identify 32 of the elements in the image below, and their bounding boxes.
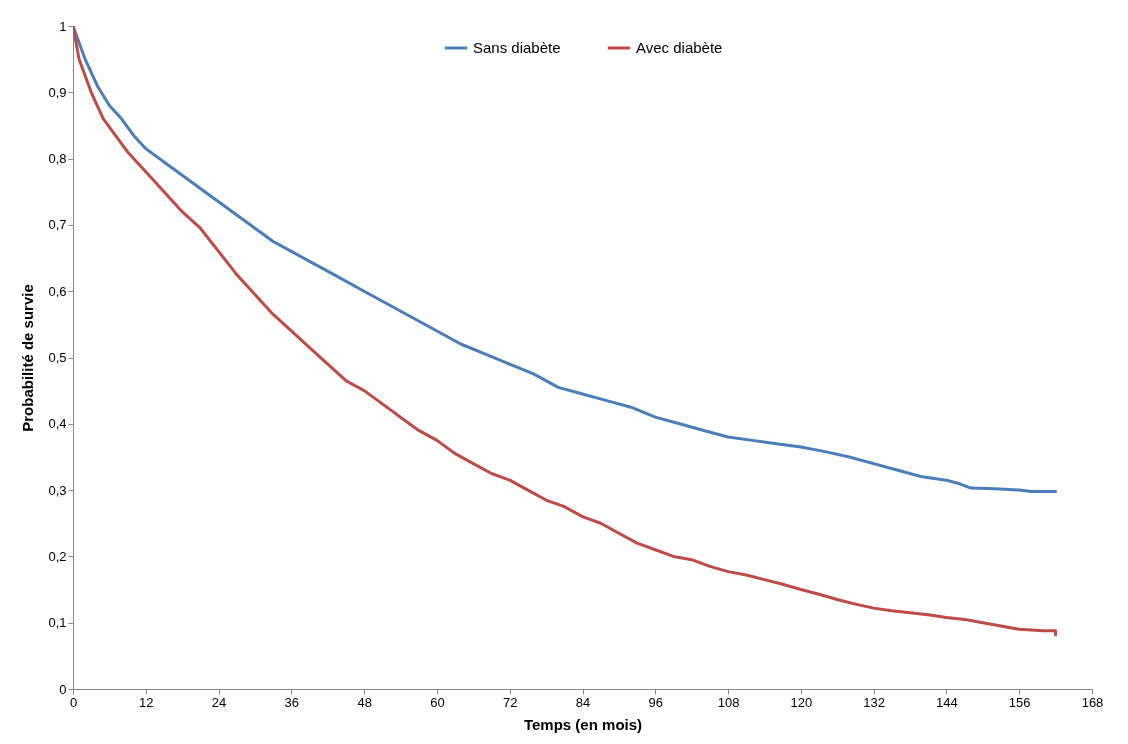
legend-label: Avec diabète: [636, 39, 723, 56]
x-tick-label: 60: [430, 694, 445, 710]
x-tick-label: 144: [936, 694, 958, 710]
y-tick-label: 0,3: [48, 482, 67, 498]
x-tick-label: 120: [790, 694, 813, 710]
x-tick-label: 48: [357, 694, 372, 710]
y-tick-label: 0: [59, 681, 67, 697]
x-tick-label: 24: [211, 694, 227, 710]
x-tick-label: 72: [502, 694, 518, 710]
y-tick-label: 0,2: [48, 548, 67, 564]
y-tick-label: 0,1: [48, 615, 67, 631]
x-tick-label: 96: [648, 694, 664, 710]
x-tick-label: 108: [717, 694, 740, 710]
y-tick-label: 0,5: [48, 350, 67, 365]
x-tick-label: 132: [863, 694, 885, 710]
y-axis-title: Probabilité de survie: [19, 284, 37, 432]
x-tick-label: 84: [575, 694, 591, 710]
y-tick-label: 0,7: [48, 217, 67, 233]
x-tick-label: 156: [1008, 694, 1031, 710]
y-tick-label: 0,6: [48, 283, 67, 299]
x-tick-label: 168: [1081, 694, 1104, 710]
line-series: [73, 26, 1058, 637]
x-tick-label: 36: [284, 694, 300, 710]
legend-label: Sans diabète: [473, 39, 561, 56]
y-tick-label: 0,9: [48, 84, 67, 100]
x-tick-label: 0: [69, 694, 78, 710]
x-axis-title: Temps (en mois): [523, 715, 643, 733]
y-tick-label: 1: [59, 18, 67, 34]
x-tick-label: 12: [139, 694, 154, 710]
y-tick-label: 0,4: [48, 416, 67, 432]
line-series: [73, 26, 1058, 493]
y-tick-label: 0,8: [48, 151, 67, 167]
